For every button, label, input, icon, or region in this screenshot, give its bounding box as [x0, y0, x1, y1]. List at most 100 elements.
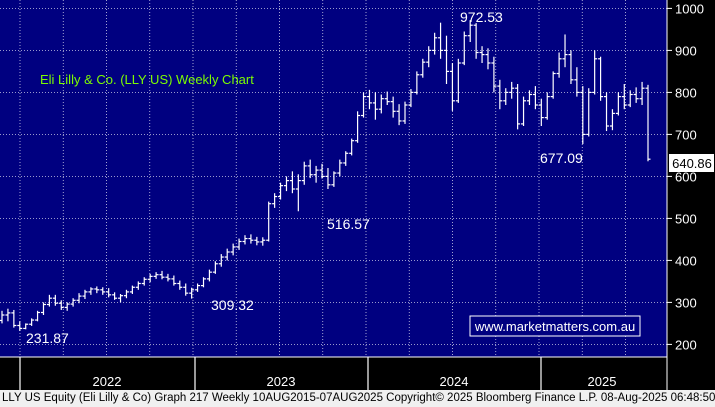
ohlc-bar: [236, 238, 242, 250]
ohlc-bar: [485, 48, 491, 70]
ohlc-bar: [301, 161, 307, 185]
ohlc-bar: [337, 159, 343, 177]
ohlc-bar: [171, 275, 177, 286]
ohlc-bar: [461, 31, 467, 66]
ohlc-bar: [23, 323, 29, 330]
ohlc-bar: [390, 96, 396, 118]
ohlc-bar: [29, 318, 35, 326]
ohlc-bar: [313, 165, 319, 183]
ohlc-bar: [521, 96, 527, 126]
ohlc-bar: [343, 151, 349, 166]
y-axis-background: [667, 0, 715, 390]
x-year-label: 2022: [93, 374, 122, 389]
ohlc-bar: [633, 87, 639, 103]
ohlc-bar: [509, 81, 515, 99]
ohlc-bar: [402, 101, 408, 124]
ohlc-bar: [212, 261, 218, 274]
ohlc-bar: [159, 270, 165, 280]
ohlc-bar: [17, 321, 23, 331]
ohlc-bar: [526, 90, 532, 105]
y-tick-label: 500: [675, 211, 697, 226]
x-year-label: 2025: [588, 374, 617, 389]
ohlc-bar: [366, 89, 372, 110]
watermark-text: www.marketmatters.com.au: [474, 319, 635, 334]
ohlc-bar: [580, 86, 586, 145]
ohlc-bar: [372, 92, 378, 120]
ohlc-bar: [147, 273, 153, 283]
ohlc-bar: [183, 283, 189, 296]
ohlc-bar: [94, 286, 100, 294]
ohlc-bar: [0, 310, 5, 324]
ohlc-bar: [568, 50, 574, 84]
footer-status-bar: LLY US Equity (Eli Lilly & Co) Graph 217…: [0, 390, 715, 407]
ohlc-bar: [254, 236, 260, 246]
x-year-label: 2024: [440, 374, 469, 389]
ohlc-bar: [218, 254, 224, 267]
ohlc-bar: [467, 20, 473, 42]
ohlc-bar: [58, 300, 64, 310]
ohlc-bar: [331, 171, 337, 187]
y-tick-label: 600: [675, 169, 697, 184]
ohlc-bar: [479, 46, 485, 63]
last-price-box: [669, 154, 714, 172]
ohlc-bar: [645, 84, 651, 162]
ohlc-bar: [319, 163, 325, 179]
ohlc-bar: [532, 86, 538, 110]
chart-title: Eli Lilly & Co. (LLY US) Weekly Chart: [40, 72, 254, 87]
ohlc-bar: [52, 294, 58, 306]
ohlc-bar: [35, 310, 41, 322]
y-tick-label: 300: [675, 295, 697, 310]
ohlc-bar: [118, 294, 124, 303]
ohlc-bar: [550, 71, 556, 99]
ohlc-bar: [609, 109, 615, 131]
ohlc-bar: [562, 34, 568, 68]
ohlc-bar: [135, 281, 141, 290]
ohlc-bar: [64, 302, 70, 311]
ohlc-bar: [598, 56, 604, 101]
ohlc-bar: [123, 289, 129, 299]
ohlc-bar: [40, 302, 46, 315]
x-year-label: 2023: [267, 374, 296, 389]
y-tick-label: 700: [675, 127, 697, 142]
ohlc-bar: [224, 248, 230, 261]
ohlc-bar: [206, 269, 212, 282]
ohlc-bar: [621, 84, 627, 110]
ohlc-bar: [266, 201, 272, 242]
y-tick-label: 400: [675, 253, 697, 268]
y-tick-label: 1000: [675, 1, 704, 16]
ohlc-bar: [592, 50, 598, 95]
ohlc-bar: [278, 182, 284, 200]
ohlc-bar: [604, 92, 610, 132]
ohlc-bar: [100, 287, 106, 295]
ohlc-bar: [586, 88, 592, 137]
ohlc-bar: [378, 94, 384, 114]
ohlc-bar: [106, 288, 112, 298]
price-bars: [0, 20, 651, 331]
ohlc-bar: [515, 84, 521, 130]
ohlc-bar: [639, 81, 645, 105]
ohlc-bar: [396, 104, 402, 126]
y-tick-label: 900: [675, 43, 697, 58]
ohlc-bar: [325, 168, 331, 189]
ohlc-bar: [129, 285, 135, 294]
ohlc-bar: [307, 159, 313, 179]
ohlc-bar: [260, 237, 266, 246]
ohlc-bar: [491, 56, 497, 93]
ohlc-bar: [141, 277, 147, 286]
ohlc-bar: [82, 289, 88, 300]
last-price-label: 640.86: [672, 156, 712, 171]
y-tick-label: 800: [675, 85, 697, 100]
ohlc-bar: [355, 111, 361, 143]
ohlc-bar: [426, 46, 432, 68]
ohlc-bar: [76, 293, 82, 304]
ohlc-bar: [230, 243, 236, 256]
annotation-high: 972.53: [460, 9, 503, 25]
annotation-516: 516.57: [327, 216, 370, 232]
ohlc-bar: [248, 234, 254, 244]
ohlc-bar: [112, 292, 118, 300]
ohlc-bar: [189, 287, 195, 299]
grid: [0, 0, 667, 357]
ohlc-bar: [46, 294, 52, 307]
ohlc-bar: [272, 193, 278, 208]
